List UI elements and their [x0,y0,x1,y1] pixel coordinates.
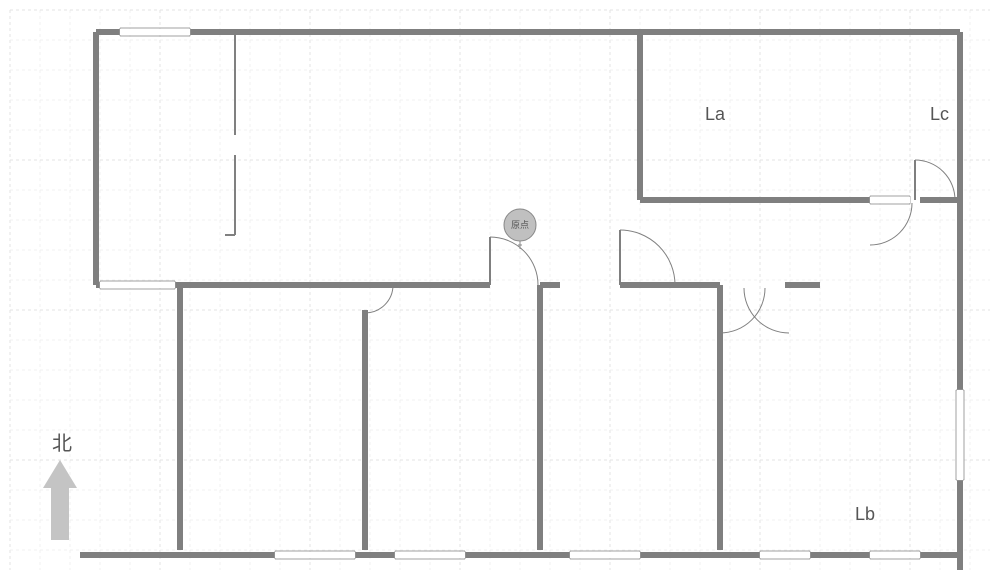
label-北: 北 [52,432,72,455]
label-Lc: Lc [930,104,949,124]
label-La: La [705,104,726,124]
origin-marker: 原点 [504,209,536,249]
windows [100,28,964,559]
door-arc [915,160,955,200]
door-arc [870,203,912,245]
north-arrow-icon [43,460,77,540]
door-arc [620,230,675,285]
door-arc [365,285,393,313]
thin-walls [225,35,235,235]
label-Lb: Lb [855,504,875,524]
door-arc [490,237,538,285]
grid [10,10,990,570]
origin-label: 原点 [511,220,529,230]
doors [365,160,955,333]
